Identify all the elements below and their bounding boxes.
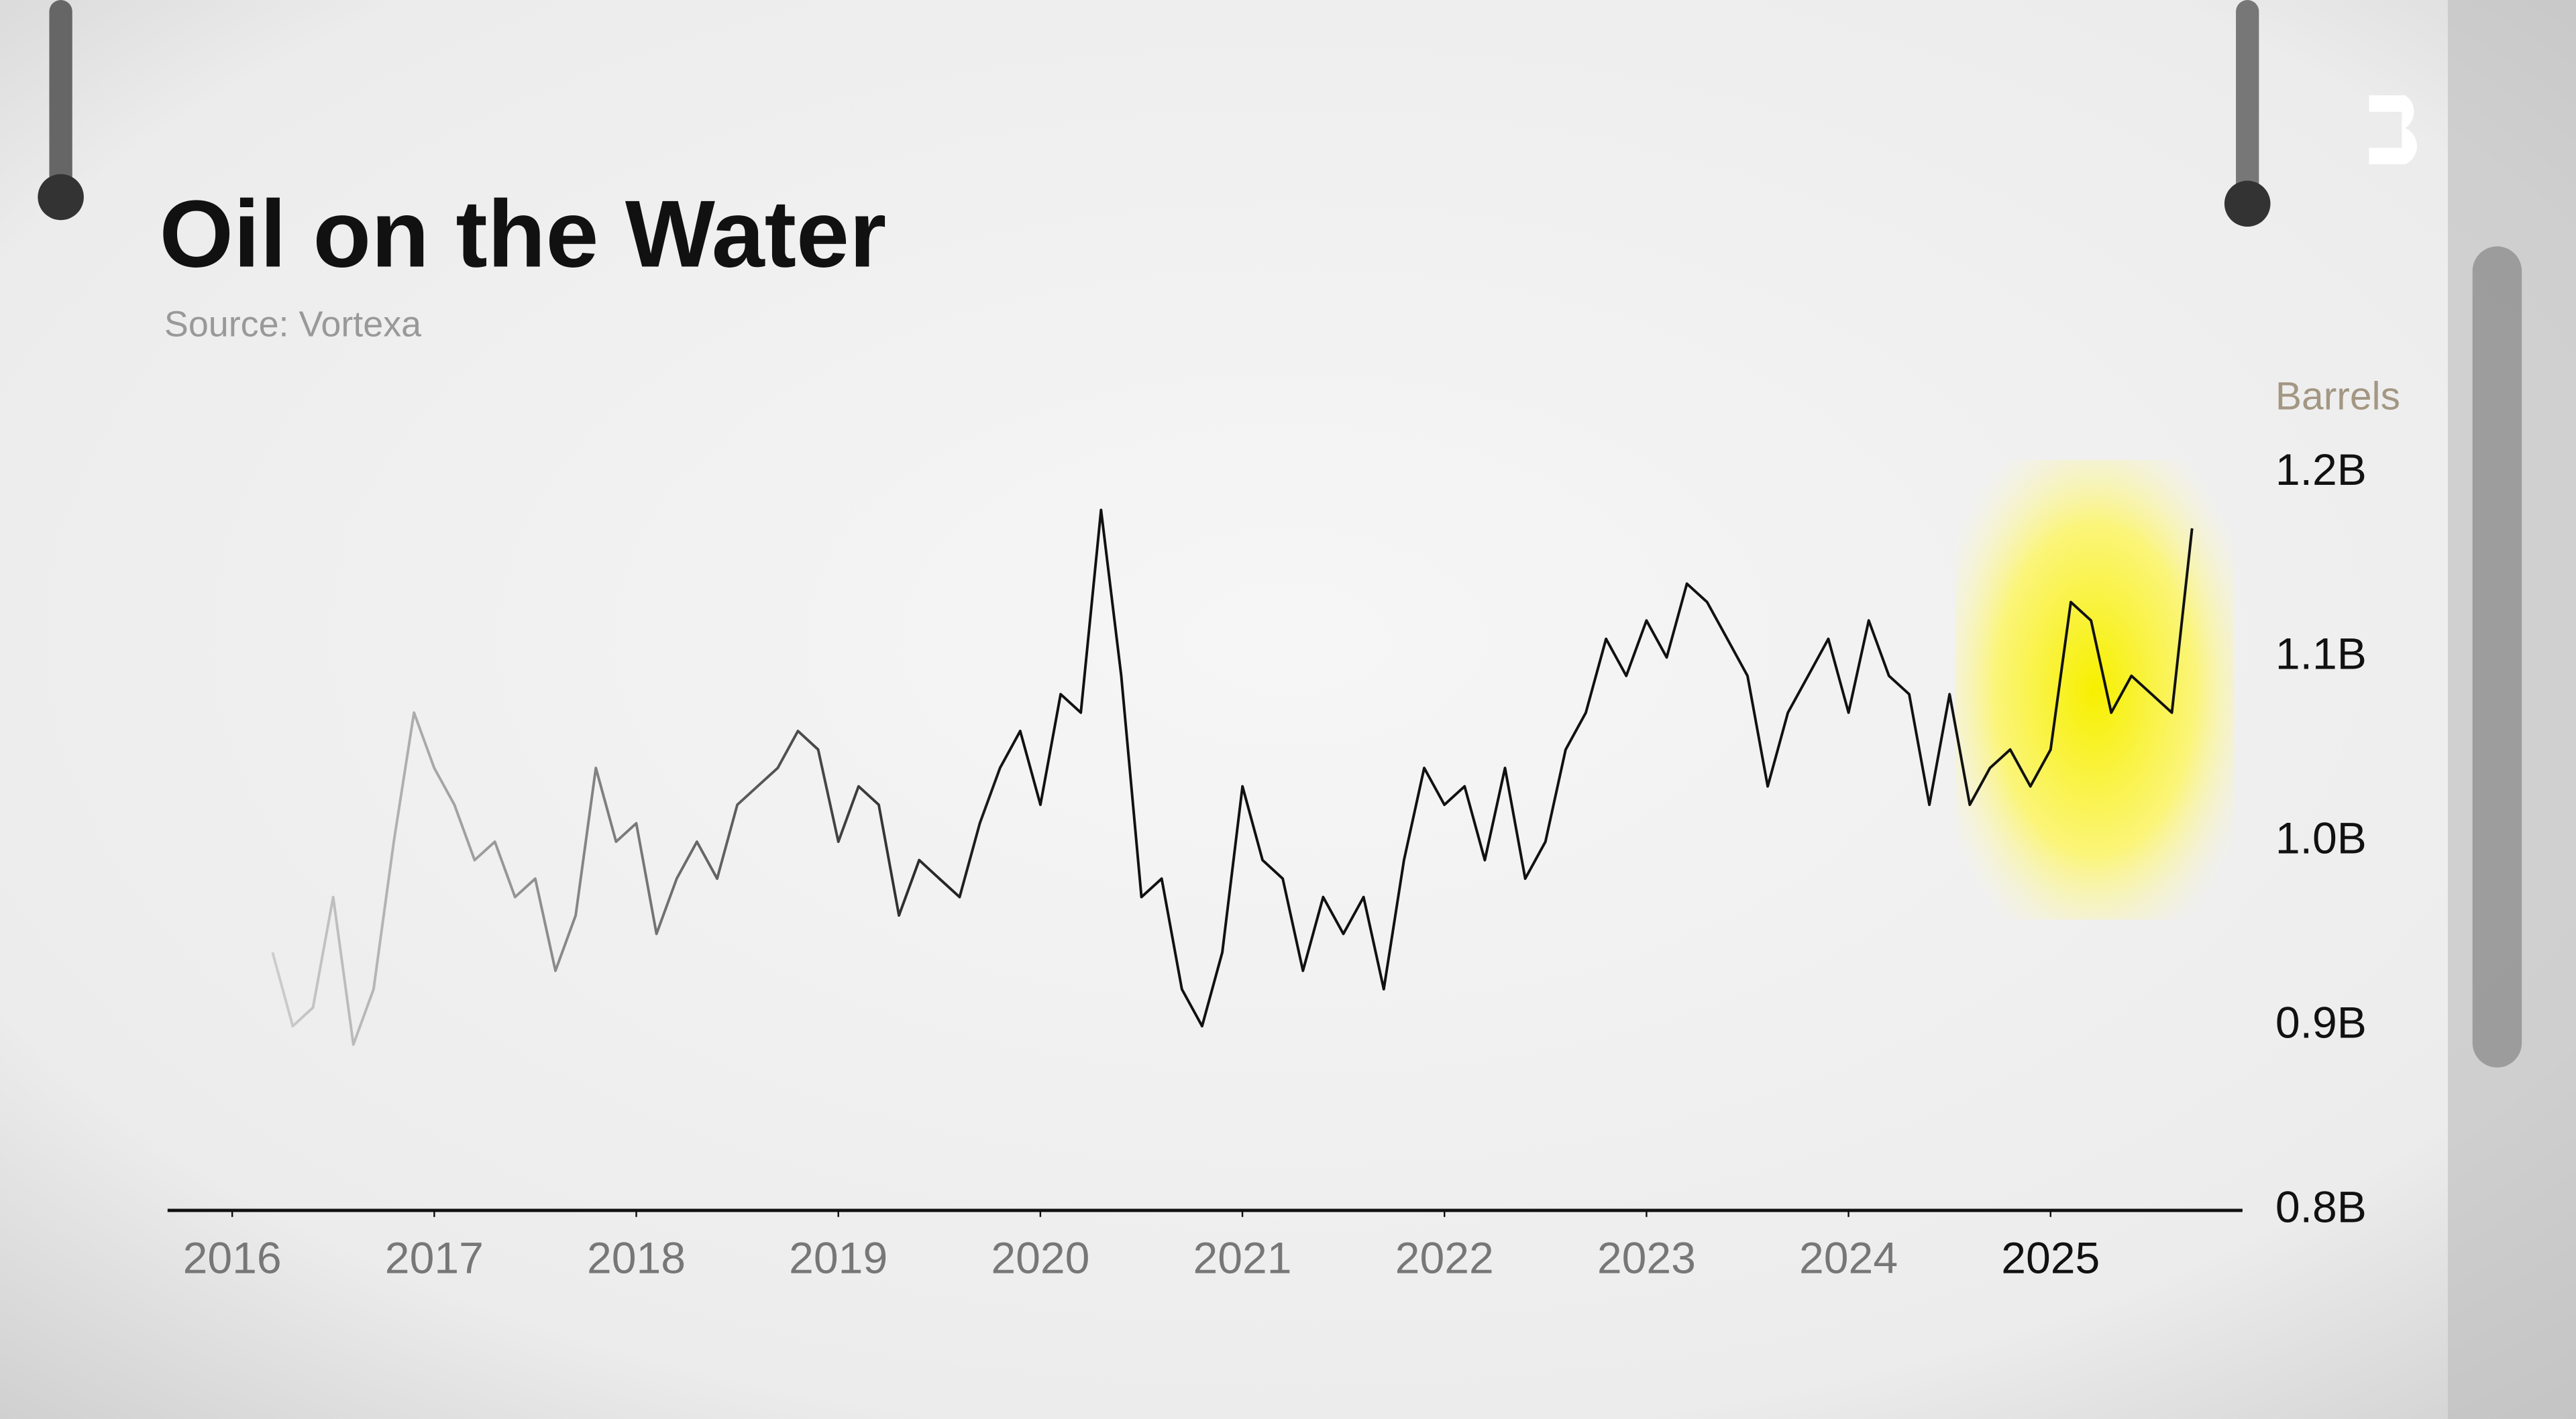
drip [2236, 0, 2259, 197]
y-tick-label: 1.1B [2275, 630, 2367, 679]
y-tick-label: 0.9B [2275, 999, 2367, 1048]
x-tick-label: 2021 [1193, 1233, 1292, 1283]
x-tick-label: 2023 [1597, 1233, 1696, 1283]
y-tick-label: 0.8B [2275, 1182, 2367, 1232]
logo [2369, 95, 2417, 164]
y-tick-label: 1.2B [2275, 445, 2367, 495]
x-tick-label: 2025 [2001, 1233, 2100, 1283]
stain [2472, 246, 2522, 1068]
x-tick-label: 2019 [789, 1233, 888, 1283]
x-tick-label: 2017 [385, 1233, 484, 1283]
y-tick-label: 1.0B [2275, 814, 2367, 864]
x-tick-label: 2024 [1799, 1233, 1898, 1283]
drip [2224, 180, 2271, 227]
subtitle: Source: Vortexa [164, 304, 421, 345]
y-axis-label: Barrels [2275, 375, 2400, 418]
drip [38, 174, 84, 221]
chart-title: Oil on the Water [160, 181, 887, 288]
drip [49, 0, 72, 197]
line [271, 508, 2194, 1046]
x-tick-label: 2020 [991, 1233, 1089, 1283]
x-tick-label: 2016 [183, 1233, 282, 1283]
x-tick-label: 2022 [1395, 1233, 1494, 1283]
highlight [1955, 459, 2235, 920]
x-tick-label: 2018 [587, 1233, 686, 1283]
